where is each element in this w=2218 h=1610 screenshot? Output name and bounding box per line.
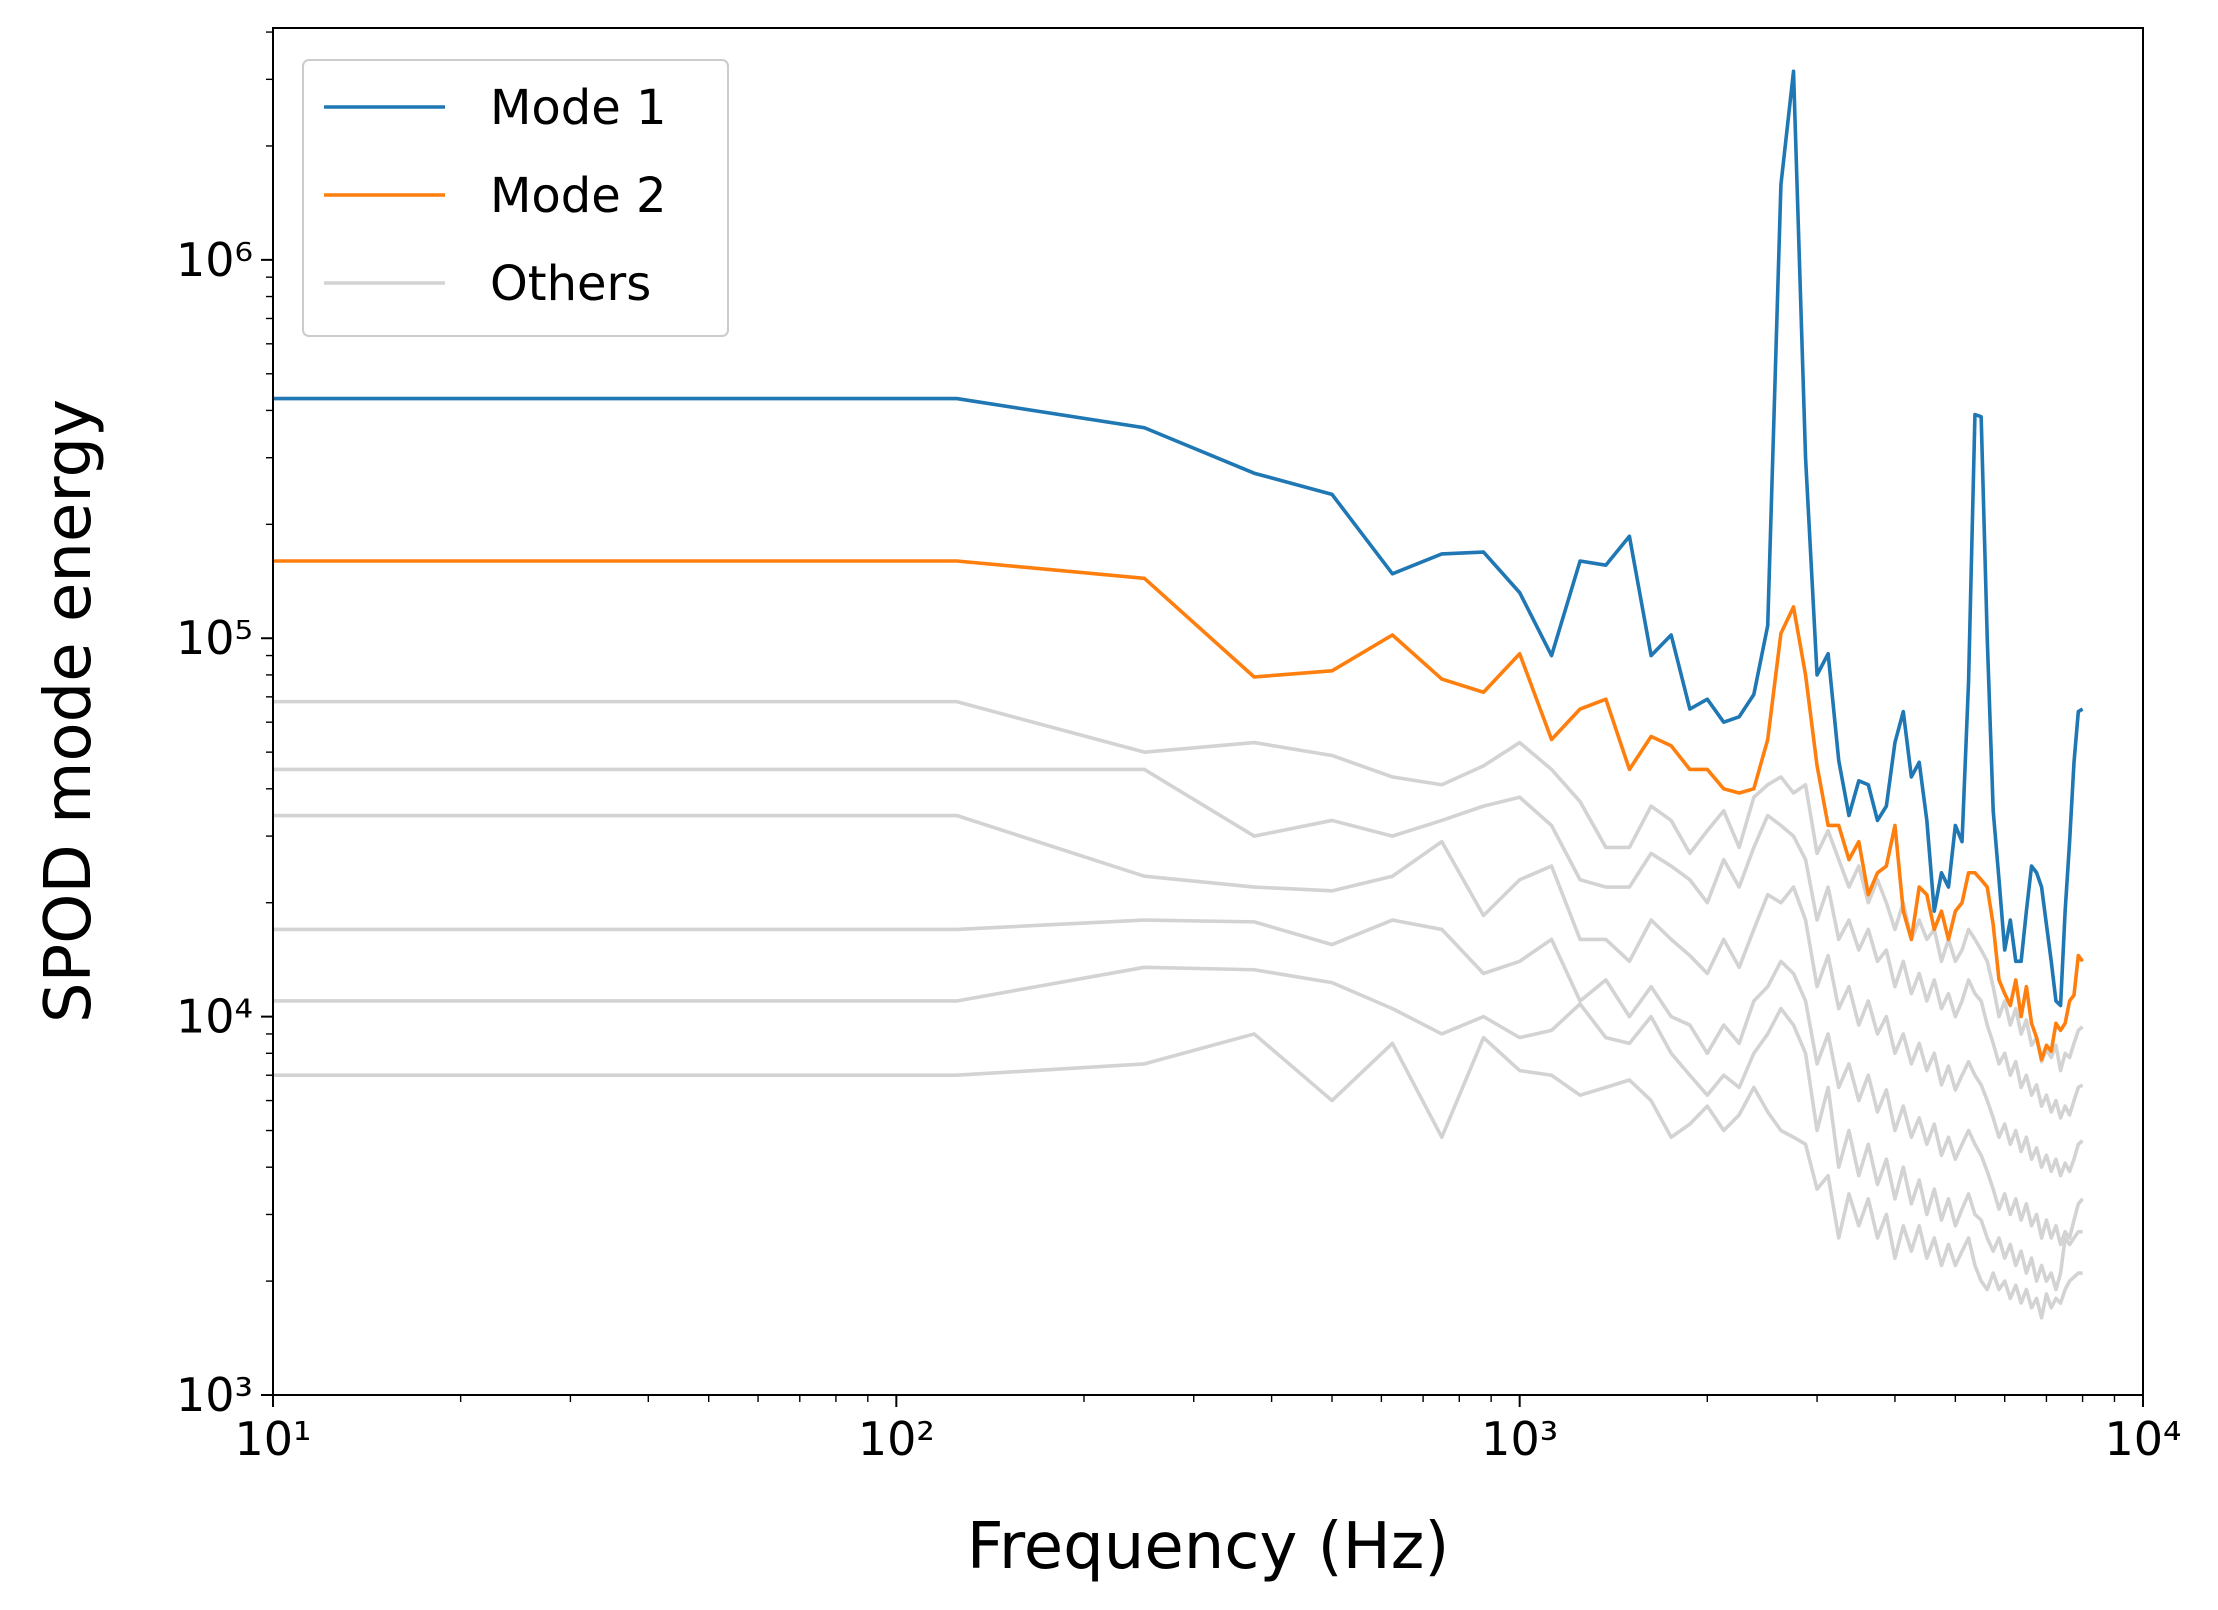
legend-label: Mode 1: [490, 80, 667, 136]
legend: Mode 1 Mode 2 Others: [302, 59, 729, 337]
axes: 10¹ 10² 10³ 10⁴ 10³ 10⁴ 10⁵ 10⁶: [176, 27, 2182, 1466]
x-tick-label: 10⁴: [2105, 1412, 2182, 1466]
data-line: [273, 559, 2085, 1062]
data-line: [273, 918, 2084, 1247]
data-line: [273, 69, 2084, 1008]
y-tick-label: 10⁵: [176, 611, 253, 665]
legend-box: [302, 59, 729, 337]
plot-frame: [272, 27, 2144, 1396]
x-tick-label: 10¹: [235, 1412, 312, 1466]
x-axis-label: Frequency (Hz): [967, 1510, 1450, 1584]
x-tick-label: 10³: [1481, 1412, 1558, 1466]
data-line: [273, 1032, 2083, 1320]
legend-label: Others: [490, 256, 651, 312]
x-tick-label: 10²: [858, 1412, 935, 1466]
data-line: [273, 813, 2084, 1178]
y-axis-label: SPOD mode energy: [32, 399, 106, 1023]
data-line: [273, 699, 2084, 1073]
plot-lines: [273, 69, 2085, 1320]
y-tick-label: 10³: [176, 1368, 253, 1422]
data-line: [273, 965, 2083, 1292]
data-line: [273, 767, 2084, 1120]
legend-label: Mode 2: [490, 168, 667, 224]
y-tick-label: 10⁶: [176, 233, 253, 287]
y-tick-label: 10⁴: [176, 990, 253, 1044]
